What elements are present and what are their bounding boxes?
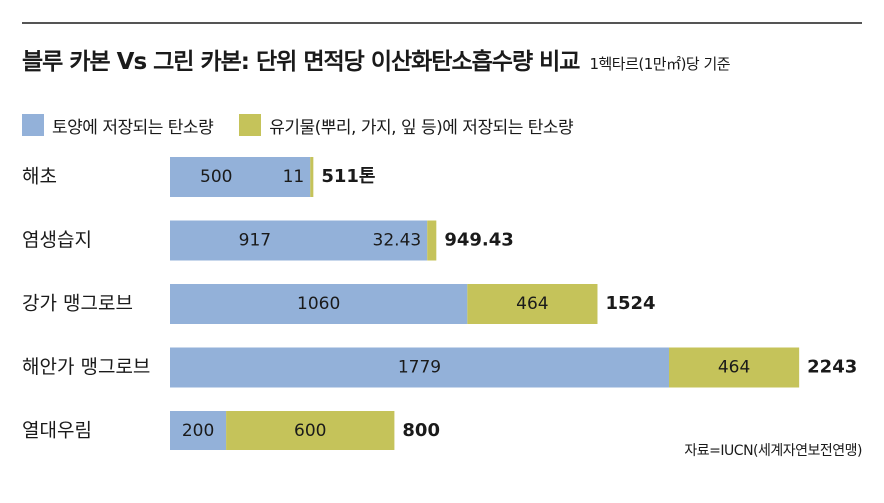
- legend-swatch-soil: [22, 114, 44, 136]
- legend: 토양에 저장되는 탄소량 유기물(뿌리, 가지, 잎 등)에 저장되는 탄소량: [22, 110, 599, 140]
- data-label-soil: 917: [239, 231, 271, 251]
- source-note: 자료=IUCN(세계자연보전연맹): [684, 443, 862, 459]
- bar-segment-organic: [427, 220, 437, 261]
- data-label-organic: 464: [516, 294, 548, 314]
- bar-segment-soil: [170, 284, 468, 324]
- chart-title: 블루 카본 Vs 그린 카본: 단위 면적당 이산화탄소흡수량 비교: [22, 49, 580, 75]
- bar-segment-soil: [170, 220, 428, 261]
- data-label-soil: 1060: [297, 294, 340, 314]
- total-label: 2243: [807, 357, 857, 378]
- total-label: 1524: [605, 293, 655, 314]
- chart-subtitle: 1헥타르(1만㎡)당 기준: [589, 55, 731, 73]
- bar-segment-organic: [310, 157, 314, 197]
- category-label: 열대우림: [22, 420, 92, 442]
- category-label: 해초: [22, 166, 57, 188]
- data-label-soil: 200: [182, 421, 214, 441]
- total-label: 800: [402, 420, 440, 441]
- data-label-organic: 11: [283, 167, 305, 187]
- data-label-soil: 500: [200, 167, 232, 187]
- legend-label-organic: 유기물(뿌리, 가지, 잎 등)에 저장되는 탄소량: [269, 117, 574, 138]
- data-label-organic: 464: [718, 358, 750, 378]
- bar-segment-soil: [170, 411, 227, 450]
- category-label: 해안가 맹그로브: [22, 356, 150, 378]
- bar-segment-organic: [669, 347, 800, 388]
- legend-item-organic: 유기물(뿌리, 가지, 잎 등)에 저장되는 탄소량: [239, 113, 574, 138]
- top-rule: [22, 22, 862, 24]
- total-label: 511톤: [321, 166, 375, 187]
- title-row: 블루 카본 Vs 그린 카본: 단위 면적당 이산화탄소흡수량 비교 1헥타르(…: [22, 42, 731, 82]
- bar-segment-organic: [467, 284, 598, 324]
- data-label-soil: 1779: [398, 358, 441, 378]
- legend-swatch-organic: [239, 114, 262, 136]
- legend-item-soil: 토양에 저장되는 탄소량: [22, 113, 214, 138]
- legend-label-soil: 토양에 저장되는 탄소량: [52, 117, 214, 138]
- data-label-organic: 600: [294, 421, 326, 441]
- bar-segment-soil: [170, 347, 670, 388]
- category-label: 염생습지: [22, 229, 92, 251]
- bar-segment-organic: [226, 411, 395, 450]
- bar-segment-soil: [170, 157, 311, 197]
- total-label: 949.43: [444, 230, 513, 251]
- data-label-organic: 32.43: [373, 231, 422, 251]
- category-label: 강가 맹그로브: [22, 293, 133, 315]
